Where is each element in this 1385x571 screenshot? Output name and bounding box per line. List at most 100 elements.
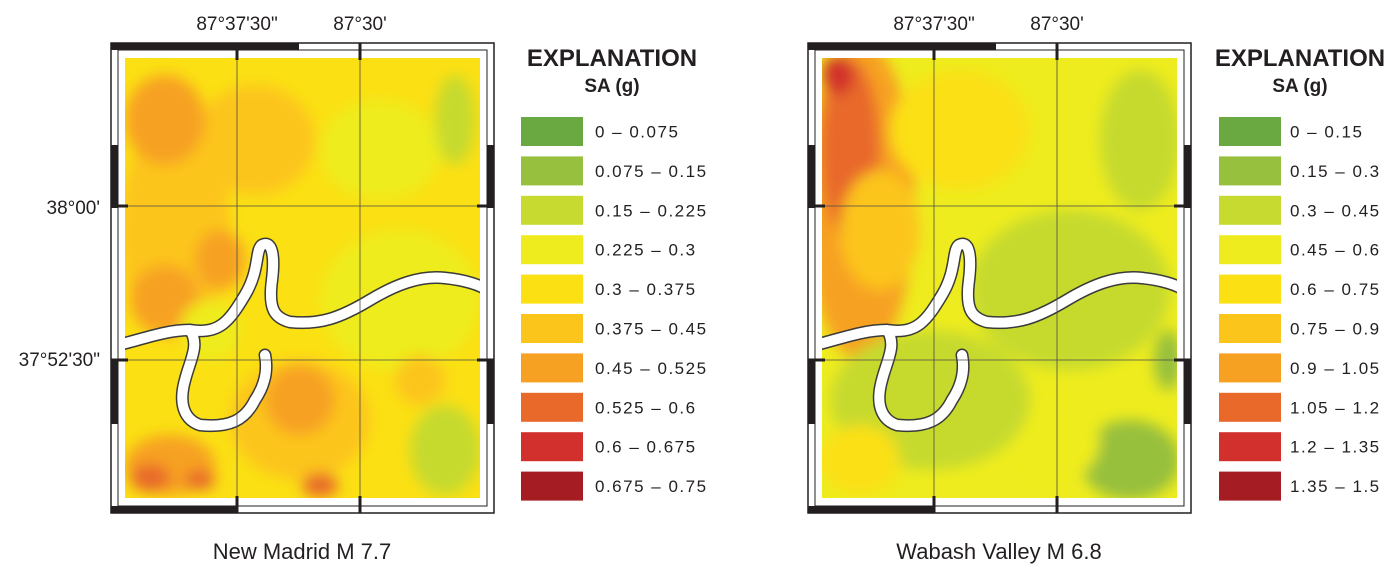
legend-label: 0.6 – 0.675: [595, 438, 697, 457]
sa-zone: [195, 85, 315, 195]
legend-swatch: [521, 274, 583, 304]
sa-zone: [970, 210, 1170, 370]
legend-swatch: [1219, 235, 1281, 265]
explanation-title: EXPLANATION: [1215, 45, 1385, 72]
sa-zone: [822, 425, 900, 495]
sa-zone: [195, 230, 245, 290]
sa-zone: [1080, 420, 1177, 498]
sa-zone: [1020, 400, 1100, 480]
map-caption: New Madrid M 7.7: [213, 539, 392, 564]
river: [125, 239, 480, 431]
sa-zone: [130, 265, 200, 335]
wabash-valley-inner-neatline: [814, 49, 1185, 507]
sa-zone: [395, 355, 445, 405]
frame-bar-top: [808, 43, 996, 50]
explanation-classes: 0 – 0.15 0.15 – 0.3 0.3 – 0.45 0.45 – 0.6 0.…: [1219, 117, 1381, 501]
sa-zone: [320, 100, 440, 200]
legend-label: 1.2 – 1.35: [1290, 438, 1381, 457]
sa-zone: [435, 75, 475, 165]
latitude-label: 38°00': [47, 198, 101, 219]
legend-label: 0 – 0.15: [1290, 123, 1363, 142]
legend-swatch: [521, 353, 583, 383]
sa-zone: [840, 170, 920, 290]
sa-zone: [320, 230, 480, 370]
legend-label: 0.9 – 1.05: [1290, 359, 1381, 378]
legend-label: 0.075 – 0.15: [595, 162, 708, 181]
latitude-label: 37°52'30": [19, 350, 100, 371]
wabash-valley-graticule: [815, 50, 1184, 506]
legend-swatch: [1219, 432, 1281, 462]
legend-label: 0.525 – 0.6: [595, 398, 697, 417]
legend-swatch: [521, 235, 583, 265]
new-madrid-map-panel: 87°37'30" 87°30' 38°00' 37°52'30" New Ma…: [19, 14, 708, 564]
longitude-label: 87°30': [333, 14, 387, 35]
frame-bar-bottom: [808, 506, 934, 513]
legend-swatch: [1219, 392, 1281, 422]
frame-bar-top: [111, 43, 299, 50]
legend-label: 0.45 – 0.525: [595, 359, 708, 378]
legend-swatch: [1219, 156, 1281, 186]
legend-label: 0.15 – 0.225: [595, 201, 708, 220]
legend-label: 0.225 – 0.3: [595, 241, 697, 260]
new-madrid-graticule: [118, 50, 487, 506]
legend-swatch: [521, 117, 583, 146]
frame-bar-left: [111, 145, 118, 208]
legend-swatch: [521, 156, 583, 186]
sa-zone: [302, 473, 338, 497]
legend-swatch: [1219, 117, 1281, 146]
legend-label: 0.3 – 0.45: [1290, 201, 1381, 220]
frame-bar-left: [808, 360, 815, 424]
wabash-valley-tick-marks: [808, 43, 1191, 513]
legend-swatch: [1219, 314, 1281, 343]
frame-bar-right: [1184, 360, 1191, 424]
legend-label: 1.35 – 1.5: [1290, 477, 1381, 496]
sa-zone: [265, 365, 335, 435]
frame-bar-right: [487, 360, 494, 424]
wabash-valley-explanation: EXPLANATION SA (g) 0 – 0.15 0.15 – 0.3 0.3…: [1215, 45, 1385, 501]
longitude-label: 87°37'30": [893, 14, 974, 35]
legend-swatch: [1219, 471, 1281, 501]
legend-swatch: [1219, 195, 1281, 225]
sa-zone: [822, 58, 854, 95]
legend-swatch: [521, 392, 583, 422]
sa-zone: [890, 70, 1030, 190]
new-madrid-inner-neatline: [117, 49, 488, 507]
wabash-valley-map-panel: 87°37'30" 87°30' Wabash Valley M 6.8 EXP…: [807, 14, 1385, 564]
new-madrid-explanation: EXPLANATION SA (g) 0 – 0.075 0.075 – 0.15…: [521, 45, 708, 501]
sa-zone: [410, 405, 480, 495]
legend-label: 0.675 – 0.75: [595, 477, 708, 496]
river: [822, 239, 1177, 431]
legend-label: 0.45 – 0.6: [1290, 241, 1381, 260]
frame-bar-left: [111, 360, 118, 424]
longitude-label: 87°30': [1030, 14, 1084, 35]
map-caption: Wabash Valley M 6.8: [896, 539, 1101, 564]
explanation-title: EXPLANATION: [527, 45, 697, 72]
legend-label: 0 – 0.075: [595, 123, 679, 142]
new-madrid-sa-surface: [125, 58, 480, 498]
legend-swatch: [521, 195, 583, 225]
frame-bar-right: [1184, 145, 1191, 208]
sa-zone: [1100, 70, 1177, 210]
legend-swatch: [521, 314, 583, 343]
legend-label: 0.375 – 0.45: [595, 320, 708, 339]
legend-swatch: [1219, 274, 1281, 304]
wabash-valley-sa-surface: [822, 58, 1177, 498]
legend-swatch: [1219, 353, 1281, 383]
sa-zone: [130, 464, 170, 492]
legend-label: 0.3 – 0.375: [595, 280, 697, 299]
legend-swatch: [521, 471, 583, 501]
frame-bar-right: [487, 145, 494, 208]
sa-zone: [185, 470, 215, 490]
legend-label: 0.75 – 0.9: [1290, 320, 1381, 339]
explanation-subtitle: SA (g): [1272, 76, 1327, 97]
legend-swatch: [521, 432, 583, 462]
new-madrid-tick-marks: [111, 43, 494, 513]
frame-bar-bottom: [111, 506, 237, 513]
longitude-label: 87°37'30": [196, 14, 277, 35]
explanation-subtitle: SA (g): [584, 76, 639, 97]
explanation-classes: 0 – 0.075 0.075 – 0.15 0.15 – 0.225 0.225 –…: [521, 117, 708, 501]
sa-zone: [125, 75, 205, 165]
frame-bar-left: [808, 145, 815, 208]
legend-label: 0.15 – 0.3: [1290, 162, 1381, 181]
